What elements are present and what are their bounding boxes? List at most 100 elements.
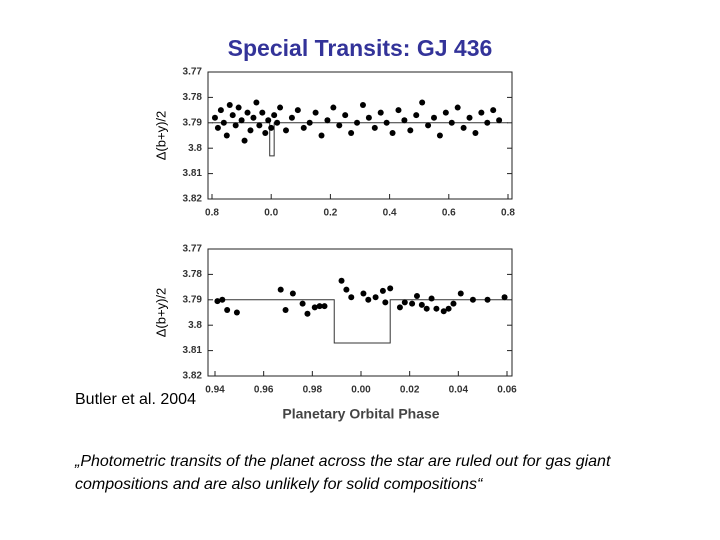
y-tick-label: 3.77 <box>183 67 203 78</box>
data-point <box>466 114 473 121</box>
x-tick-label: 0.96 <box>254 385 274 396</box>
x-axis-label: Planetary Orbital Phase <box>282 406 439 422</box>
data-point <box>440 308 447 315</box>
data-point <box>372 294 379 301</box>
data-point <box>219 296 226 303</box>
data-point <box>244 109 251 116</box>
data-point <box>484 119 491 126</box>
data-point <box>365 114 372 121</box>
x-tick-label: 0.94 <box>205 385 225 396</box>
data-point <box>229 112 236 119</box>
y-tick-label: 3.79 <box>183 294 203 305</box>
data-point <box>454 104 461 111</box>
data-point <box>268 124 275 131</box>
data-point <box>283 127 289 134</box>
data-point <box>457 290 464 297</box>
quote-line: „Photometric transits of the planet acro… <box>74 453 611 470</box>
data-point <box>233 309 240 316</box>
data-point <box>433 305 440 312</box>
data-point <box>460 124 467 131</box>
data-point <box>288 114 295 121</box>
data-point <box>348 294 355 301</box>
y-tick-label: 3.79 <box>183 117 203 128</box>
data-point <box>294 107 301 114</box>
data-point <box>354 119 361 126</box>
data-point <box>413 292 420 299</box>
data-point <box>382 299 389 306</box>
data-point <box>271 112 278 119</box>
data-point <box>445 305 452 312</box>
data-point <box>342 112 349 119</box>
data-point <box>359 102 366 109</box>
data-point <box>223 132 230 139</box>
y-tick-label: 3.82 <box>183 194 203 205</box>
x-tick-label: 0.06 <box>497 385 517 396</box>
data-point <box>469 296 476 303</box>
data-point <box>428 295 435 302</box>
data-point <box>395 107 402 114</box>
data-point <box>478 109 485 116</box>
data-point <box>220 119 227 126</box>
data-point <box>311 304 318 311</box>
plot-frame <box>207 71 513 200</box>
y-tick-label: 3.77 <box>183 244 203 255</box>
data-point <box>330 104 337 111</box>
data-point <box>383 119 390 126</box>
data-point <box>501 294 508 301</box>
data-point <box>289 290 296 297</box>
quote-line: compositions and are also unlikely for s… <box>75 476 484 493</box>
data-point <box>396 304 403 311</box>
data-point <box>484 296 491 303</box>
data-point <box>217 107 224 114</box>
data-point <box>211 114 218 121</box>
data-point <box>423 305 430 312</box>
data-point <box>277 286 284 293</box>
y-tick-label: 3.8 <box>188 320 202 331</box>
data-point <box>265 117 272 124</box>
data-point <box>377 109 384 116</box>
data-point <box>360 290 367 297</box>
data-point <box>321 303 328 310</box>
data-point <box>338 277 345 284</box>
data-point <box>389 129 396 136</box>
x-tick-label: 0.4 <box>383 208 397 219</box>
y-axis-label: Δ(b+y)/2 <box>153 111 168 161</box>
data-point <box>407 127 414 134</box>
y-axis-label: Δ(b+y)/2 <box>153 288 168 338</box>
data-point <box>387 285 394 292</box>
data-point <box>259 109 266 116</box>
data-point <box>431 114 437 121</box>
data-point <box>413 112 420 119</box>
x-tick-label: 0.04 <box>449 385 469 396</box>
data-point <box>306 119 313 126</box>
x-tick-label: 0.02 <box>400 385 420 396</box>
data-point <box>277 104 284 111</box>
y-tick-label: 3.78 <box>183 92 203 103</box>
data-point <box>401 299 408 306</box>
data-point <box>238 117 245 124</box>
x-tick-label: 0.2 <box>323 208 337 219</box>
data-point <box>224 306 231 313</box>
data-point <box>250 114 257 121</box>
data-point <box>371 124 378 131</box>
data-point <box>256 122 263 129</box>
data-point <box>214 298 221 305</box>
data-point <box>247 127 254 134</box>
data-point <box>490 107 497 114</box>
data-point <box>419 99 426 106</box>
data-point <box>409 300 416 307</box>
data-point <box>282 306 289 313</box>
data-point <box>336 122 343 129</box>
data-point <box>496 117 503 124</box>
data-point <box>365 296 372 303</box>
x-tick-label: 0.8 <box>501 208 515 219</box>
x-tick-label: 0.6 <box>442 208 456 219</box>
y-tick-label: 3.82 <box>183 371 203 382</box>
y-tick-label: 3.81 <box>183 168 203 179</box>
data-point <box>343 286 350 293</box>
data-point <box>472 129 479 136</box>
data-point <box>241 137 248 144</box>
data-point <box>425 122 432 129</box>
data-point <box>324 117 331 124</box>
